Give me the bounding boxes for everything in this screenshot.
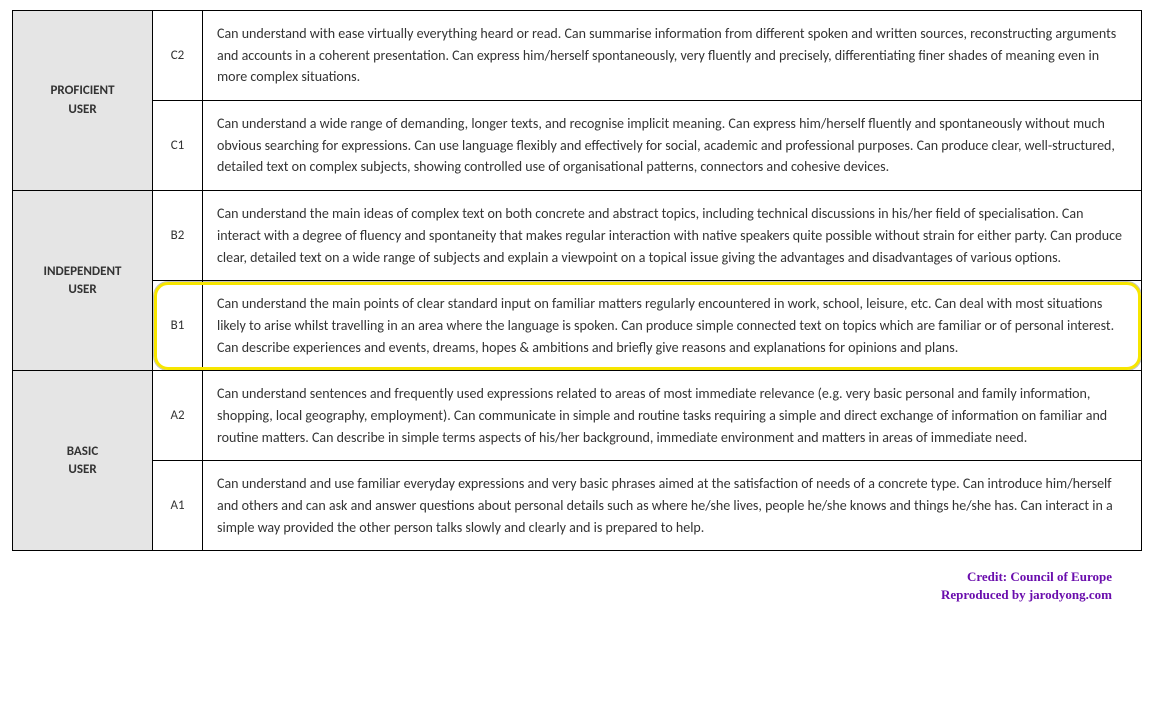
cefr-table: PROFICIENTUSERC2Can understand with ease… (12, 10, 1142, 551)
description-cell: Can understand sentences and frequently … (203, 371, 1142, 461)
table-row: BASICUSERA2Can understand sentences and … (13, 371, 1142, 461)
description-cell: Can understand a wide range of demanding… (203, 101, 1142, 191)
level-cell: C1 (153, 101, 203, 191)
credit-line-2: Reproduced by jarodyong.com (941, 587, 1112, 602)
level-cell: A2 (153, 371, 203, 461)
level-cell: A1 (153, 461, 203, 551)
table-row: INDEPENDENTUSERB2Can understand the main… (13, 191, 1142, 281)
description-cell: Can understand with ease virtually every… (203, 11, 1142, 101)
cefr-table-body: PROFICIENTUSERC2Can understand with ease… (13, 11, 1142, 551)
table-row: B1Can understand the main points of clea… (13, 281, 1142, 371)
credit-line-1: Credit: Council of Europe (967, 569, 1112, 584)
credit-text: Credit: Council of Europe Reproduced by … (941, 568, 1112, 603)
level-cell: B1 (153, 281, 203, 371)
category-cell: BASICUSER (13, 371, 153, 551)
cefr-table-wrapper: PROFICIENTUSERC2Can understand with ease… (12, 10, 1142, 551)
table-row: C1Can understand a wide range of demandi… (13, 101, 1142, 191)
table-row: A1Can understand and use familiar everyd… (13, 461, 1142, 551)
description-cell: Can understand the main ideas of complex… (203, 191, 1142, 281)
description-cell: Can understand the main points of clear … (203, 281, 1142, 371)
level-cell: B2 (153, 191, 203, 281)
category-cell: PROFICIENTUSER (13, 11, 153, 191)
level-cell: C2 (153, 11, 203, 101)
category-cell: INDEPENDENTUSER (13, 191, 153, 371)
description-cell: Can understand and use familiar everyday… (203, 461, 1142, 551)
table-row: PROFICIENTUSERC2Can understand with ease… (13, 11, 1142, 101)
